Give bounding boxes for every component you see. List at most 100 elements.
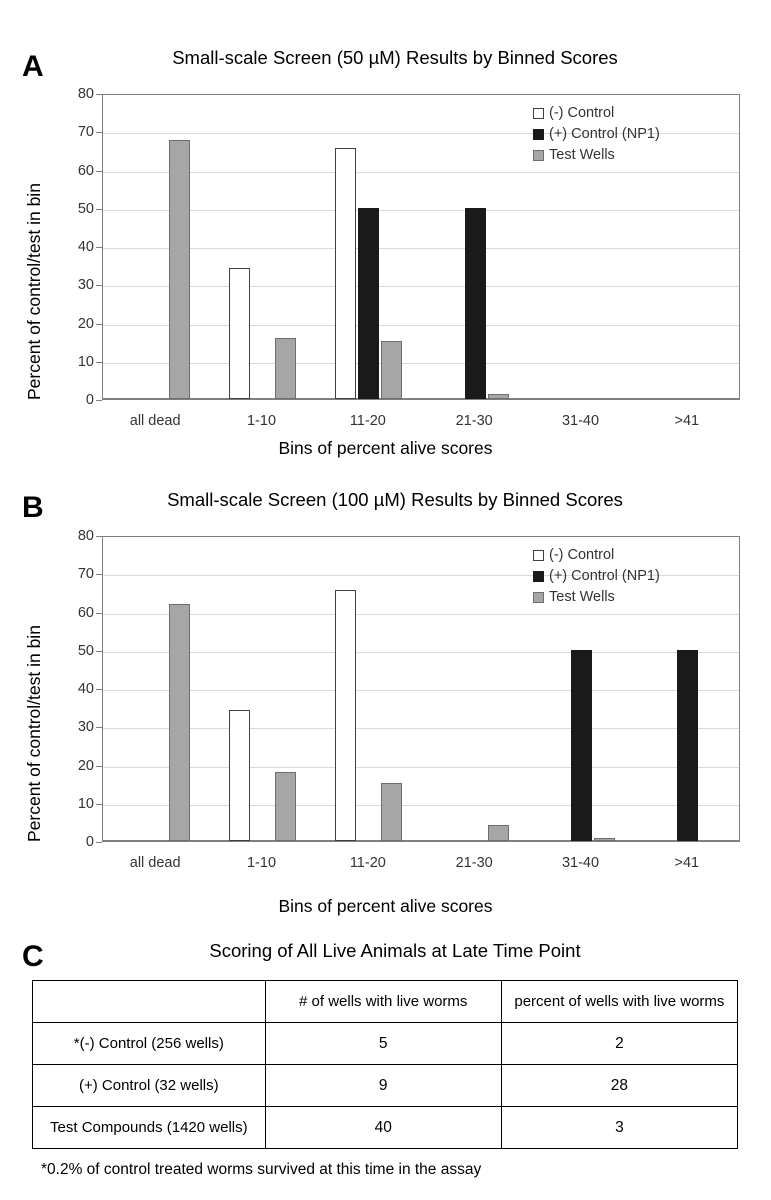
- bar-test-wells: [381, 341, 403, 399]
- y-axis-tick-mark: [96, 727, 102, 729]
- y-axis-tick-mark: [96, 650, 102, 652]
- legend-item: Test Wells: [533, 145, 660, 166]
- panel-a-title: Small-scale Screen (50 µM) Results by Bi…: [172, 47, 618, 68]
- gridline: [103, 651, 739, 653]
- panel-c-title: Scoring of All Live Animals at Late Time…: [209, 940, 581, 961]
- table-header-cell: # of wells with live worms: [264, 980, 502, 1023]
- y-axis-tick-label: 30: [77, 719, 94, 735]
- x-axis-tick-label: >41: [674, 413, 700, 429]
- y-axis-tick-label: 70: [77, 124, 94, 140]
- gridline: [103, 728, 739, 730]
- x-axis-tick-label: 11-20: [349, 855, 386, 871]
- y-axis-tick-mark: [96, 612, 102, 614]
- y-axis-tick-label: 40: [77, 680, 94, 697]
- y-axis-tick-mark: [96, 247, 102, 248]
- y-axis-tick-label: 50: [77, 642, 94, 659]
- gridline: [103, 171, 739, 173]
- y-axis-tick-mark: [96, 803, 102, 805]
- open-square-icon: [533, 108, 544, 119]
- table-header-cell: [32, 980, 266, 1023]
- panel-c-letter: C: [22, 940, 44, 973]
- bar-neg-control: [335, 590, 357, 841]
- panel-a-legend: (-) Control (+) Control (NP1) Test Wells: [533, 103, 660, 166]
- y-axis-tick-mark: [96, 361, 102, 363]
- y-axis-tick-label: 10: [77, 795, 94, 812]
- x-axis-tick-label: 31-40: [561, 855, 600, 871]
- legend-label: Test Wells: [549, 147, 615, 164]
- legend-label: (-) Control: [549, 105, 615, 122]
- y-axis-tick-label: 10: [77, 353, 94, 370]
- legend-label: (+) Control (NP1): [549, 568, 660, 585]
- legend-label: (-) Control: [549, 547, 615, 564]
- y-axis-tick-label: 60: [77, 604, 94, 621]
- y-axis-tick-mark: [96, 170, 102, 172]
- panel-a-letter: A: [22, 50, 44, 83]
- y-axis-tick-mark: [96, 574, 102, 576]
- y-axis-tick-mark: [96, 94, 102, 95]
- table-cell: 40: [264, 1106, 502, 1149]
- y-axis-tick-label: 20: [77, 757, 94, 774]
- legend-label: Test Wells: [549, 589, 615, 606]
- table-row: Test Compounds (1420 wells) 40 3: [32, 1106, 739, 1149]
- gridline: [103, 209, 739, 211]
- x-axis-tick-label: >41: [674, 855, 700, 871]
- bar-test-wells: [275, 772, 296, 841]
- y-axis-tick-label: 70: [77, 566, 94, 582]
- table-row: *(-) Control (256 wells) 5 2: [32, 1022, 739, 1065]
- y-axis-tick-mark: [96, 132, 102, 134]
- panel-c: C Scoring of All Live Animals at Late Ti…: [0, 940, 771, 1200]
- table-row-label: Test Compounds (1420 wells): [32, 1106, 266, 1149]
- x-axis-tick-label: 1-10: [246, 413, 277, 429]
- y-axis-tick-mark: [96, 842, 102, 843]
- panel-c-table: # of wells with live worms percent of wel…: [32, 980, 739, 1149]
- bar-test-wells: [275, 337, 296, 399]
- panel-a-x-axis-title: Bins of percent alive scores: [278, 438, 493, 458]
- gridline: [103, 804, 739, 806]
- legend-item: Test Wells: [533, 587, 660, 608]
- y-axis-tick-mark: [96, 765, 102, 767]
- bar-pos-control: [571, 649, 592, 841]
- table-header-cell: percent of wells with live worms: [500, 980, 739, 1023]
- panel-b-chart: 0 10 20 30 40 50 60 70 80 all dead 1-10 11-20 21-30…: [0, 470, 771, 940]
- bar-pos-control: [358, 207, 380, 399]
- panel-b-x-axis-title: Bins of percent alive scores: [278, 896, 493, 916]
- y-axis-tick-mark: [96, 536, 102, 537]
- y-axis-tick-mark: [96, 208, 102, 210]
- panel-b: B Small-scale Screen (100 µM) Results by…: [0, 470, 771, 940]
- panel-a: A Small-scale Screen (50 µM) Results by …: [0, 0, 771, 470]
- table-header-row: # of wells with live worms percent of wel…: [32, 980, 739, 1023]
- gray-square-icon: [533, 592, 544, 603]
- table-cell: 3: [500, 1106, 739, 1149]
- x-axis-tick-label: 1-10: [246, 855, 277, 871]
- bar-neg-control: [229, 709, 250, 841]
- panel-b-legend: (-) Control (+) Control (NP1) Test Wells: [533, 545, 660, 608]
- gridline: [103, 362, 739, 364]
- panel-a-chart: 0 10 20 30 40 50 60 70 80 all dead 1-10 11-20 21-30…: [0, 0, 771, 470]
- bar-test-wells: [381, 783, 403, 841]
- gridline: [103, 766, 739, 768]
- panel-b-plot-area: [102, 536, 740, 842]
- y-axis-tick-mark: [96, 400, 102, 401]
- bar-pos-control: [677, 649, 699, 841]
- bar-test-wells: [168, 140, 190, 399]
- gridline: [103, 248, 739, 249]
- y-axis-tick-mark: [96, 689, 102, 690]
- x-axis-tick-label: 21-30: [455, 413, 493, 429]
- legend-label: (+) Control (NP1): [549, 126, 660, 143]
- bar-test-wells: [487, 824, 509, 841]
- x-axis-tick-label: all dead: [129, 413, 181, 429]
- legend-item: (-) Control: [533, 545, 660, 566]
- gridline: [103, 324, 739, 326]
- x-axis-tick-label: all dead: [129, 855, 181, 871]
- legend-item: (+) Control (NP1): [533, 124, 660, 145]
- panel-b-title: Small-scale Screen (100 µM) Results by B…: [167, 489, 623, 510]
- table-cell: 28: [500, 1064, 739, 1107]
- gridline: [103, 690, 739, 691]
- y-axis-tick-mark: [96, 323, 102, 325]
- gridline: [103, 575, 739, 577]
- x-axis-tick-label: 21-30: [455, 855, 493, 871]
- panel-c-footnote: *0.2% of control treated worms survived …: [41, 1161, 482, 1178]
- y-axis-tick-mark: [96, 285, 102, 287]
- legend-item: (-) Control: [533, 103, 660, 124]
